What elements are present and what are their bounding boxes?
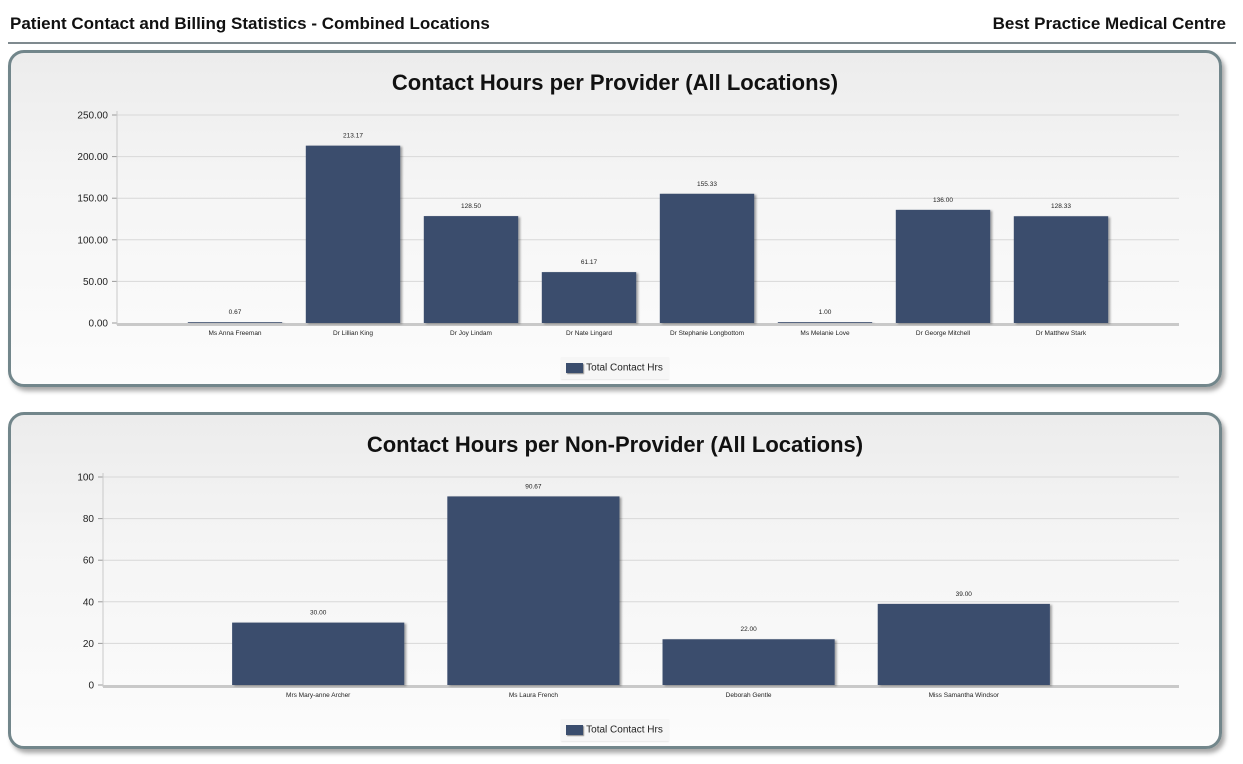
data-label: 1.00 — [819, 309, 832, 316]
x-tick-label: Deborah Gentle — [726, 692, 772, 699]
y-tick-label: 250.00 — [77, 111, 108, 122]
legend-swatch — [566, 724, 584, 735]
bar — [423, 216, 519, 323]
non-provider-chart-panel: Contact Hours per Non-Provider (All Loca… — [8, 412, 1222, 749]
chart-title: Contact Hours per Non-Provider (All Loca… — [366, 432, 864, 457]
y-tick-label: 40 — [83, 597, 95, 608]
data-label: 22.00 — [740, 626, 757, 633]
x-tick-label: Dr Matthew Stark — [1036, 330, 1087, 337]
x-tick-label: Dr Lillian King — [333, 330, 373, 337]
data-label: 90.67 — [525, 483, 542, 490]
data-label: 61.17 — [581, 259, 598, 266]
non-provider-bar-chart: 0 20 40 60 80 100 30.00 Mrs Mary-anne Archer 90.… — [77, 473, 1179, 699]
legend-label: Total Contact Hrs — [586, 362, 663, 374]
x-tick-label: Dr George Mitchell — [916, 330, 971, 337]
legend-item: Total Contact Hrs — [561, 357, 669, 379]
legend-label: Total Contact Hrs — [586, 724, 663, 736]
legend-swatch — [566, 362, 584, 373]
x-tick-label: Ms Anna Freeman — [208, 330, 261, 337]
x-tick-label: Miss Samantha Windsor — [929, 692, 1000, 699]
y-tick-label: 0 — [88, 681, 94, 692]
x-axis-line — [103, 685, 1179, 688]
y-tick-label: 100.00 — [77, 235, 108, 246]
y-tick-label: 50.00 — [83, 277, 108, 288]
data-label: 39.00 — [956, 591, 973, 598]
chart-legend: Total Contact Hrs — [11, 357, 1219, 379]
x-tick-label: Ms Melanie Love — [800, 330, 850, 337]
report-title: Patient Contact and Billing Statistics -… — [10, 14, 490, 33]
provider-bar-chart: 0.00 50.00 100.00 150.00 200.00 250.00 0.67 Ms … — [77, 111, 1179, 337]
y-tick-label: 0.00 — [89, 319, 109, 330]
data-label: 128.33 — [1051, 203, 1071, 210]
bar — [232, 622, 405, 685]
bar — [777, 322, 873, 323]
x-tick-label: Ms Laura French — [509, 692, 559, 699]
bar — [187, 322, 283, 323]
report-header: Patient Contact and Billing Statistics -… — [8, 0, 1236, 44]
bar — [659, 193, 755, 323]
data-label: 30.00 — [310, 610, 327, 617]
x-tick-label: Mrs Mary-anne Archer — [286, 692, 351, 699]
x-axis-line — [117, 323, 1179, 326]
y-tick-label: 20 — [83, 639, 95, 650]
bar — [662, 639, 835, 685]
y-tick-label: 100 — [77, 473, 94, 484]
bar — [447, 496, 620, 685]
chart-title: Contact Hours per Provider (All Location… — [391, 70, 839, 95]
provider-chart-panel: Contact Hours per Provider (All Location… — [8, 50, 1222, 387]
x-tick-label: Dr Stephanie Longbottom — [670, 330, 744, 337]
chart-legend: Total Contact Hrs — [11, 719, 1219, 741]
y-tick-label: 60 — [83, 556, 95, 567]
data-label: 213.17 — [343, 133, 363, 140]
bar — [305, 145, 401, 323]
data-label: 0.67 — [229, 309, 242, 316]
y-tick-label: 80 — [83, 514, 95, 525]
bar — [541, 272, 637, 323]
y-tick-label: 200.00 — [77, 152, 108, 163]
bar — [895, 209, 991, 323]
bar — [877, 603, 1050, 685]
data-label: 155.33 — [697, 181, 717, 188]
x-tick-label: Dr Joy Lindam — [450, 330, 492, 337]
bar — [1013, 216, 1109, 323]
legend-item: Total Contact Hrs — [561, 719, 669, 741]
y-tick-label: 150.00 — [77, 194, 108, 205]
data-label: 128.50 — [461, 203, 481, 210]
organization-name: Best Practice Medical Centre — [992, 14, 1226, 33]
x-tick-label: Dr Nate Lingard — [566, 330, 612, 337]
data-label: 136.00 — [933, 197, 953, 204]
